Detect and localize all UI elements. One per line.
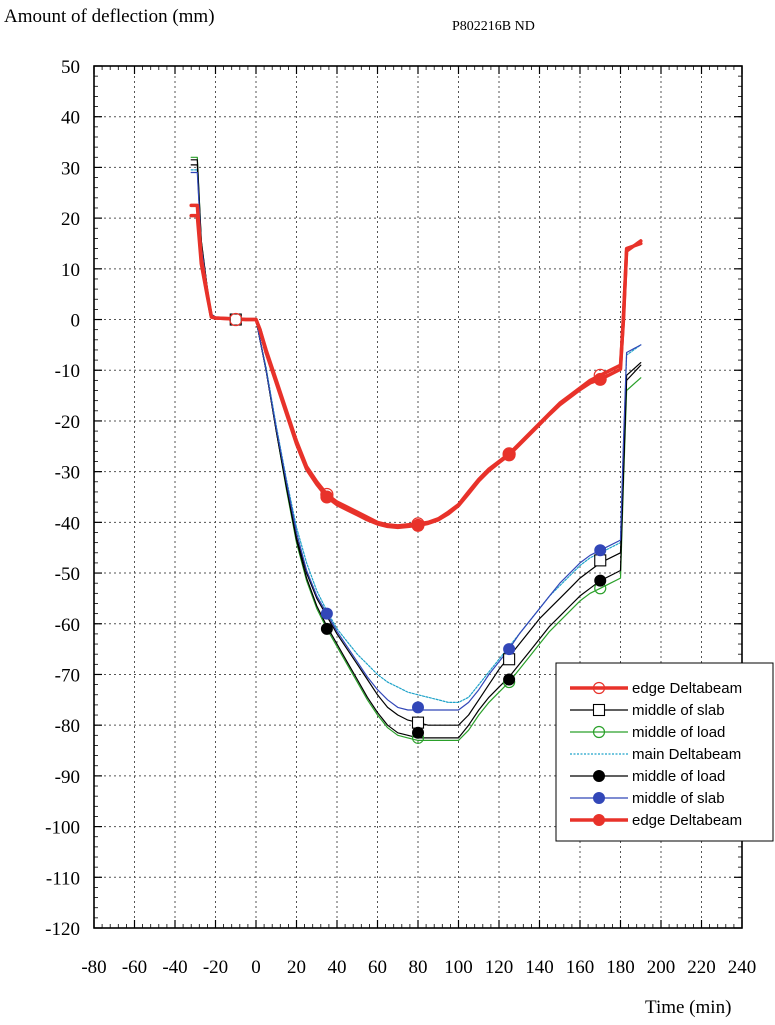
series-5-marker [412, 701, 424, 714]
x-tick-label: 160 [566, 957, 595, 978]
series-0-marker [592, 681, 606, 695]
series-5-marker [594, 544, 607, 557]
series-2-line [190, 156, 642, 742]
x-tick-label: 0 [251, 957, 261, 978]
y-tick-label: -30 [55, 463, 80, 484]
legend-label-5: middle of slab [632, 790, 725, 807]
x-tick-label: 220 [687, 957, 716, 978]
y-axis-title: Amount of deflection (mm) [4, 6, 215, 27]
y-tick-label: -90 [55, 767, 80, 788]
series-6-marker [411, 518, 425, 532]
series-4-marker [594, 574, 607, 587]
x-tick-label: 120 [485, 957, 514, 978]
x-tick-label: 20 [287, 957, 306, 978]
series-4-line [190, 159, 642, 739]
series-1-marker [592, 703, 606, 717]
y-tick-label: 40 [61, 108, 80, 129]
y-tick-labels: 50 40 30 20 10 0 -10 -20 -30 -40 -50 -60 -70 -80 -90 -1… [45, 57, 80, 940]
y-tick-label: 30 [61, 158, 80, 179]
series-6-marker [320, 490, 334, 504]
series-2-marker [592, 725, 606, 739]
x-axis-title: Time (min) [645, 997, 731, 1018]
series-6-marker [502, 448, 516, 462]
legend-box [555, 662, 774, 842]
series-6-marker [593, 372, 607, 386]
y-tick-label: -80 [55, 716, 80, 737]
series-0-line [189, 203, 643, 528]
y-tick-label: 50 [61, 57, 80, 78]
legend-label-0: edge Deltabeam [632, 680, 742, 697]
x-tick-label: -80 [81, 957, 106, 978]
x-tick-label: 240 [728, 957, 757, 978]
y-tick-label: -40 [55, 513, 80, 534]
y-tick-label: -70 [55, 665, 80, 686]
series-5-marker [593, 792, 605, 804]
legend-label-1: middle of slab [632, 702, 725, 719]
legend-label-2: middle of load [632, 724, 725, 741]
legend-label-6: edge Deltabeam [632, 812, 742, 829]
x-tick-label: 40 [328, 957, 347, 978]
series-4-marker [412, 726, 424, 739]
series-6-marker [593, 814, 605, 826]
y-tick-label: -100 [45, 818, 80, 839]
y-tick-label: 10 [61, 260, 80, 281]
series-lines [189, 156, 643, 742]
series-5-marker [503, 643, 516, 656]
legend-label-3: main Deltabeam [632, 746, 741, 763]
series-6-line [189, 213, 643, 530]
series-4-marker [320, 622, 333, 635]
x-tick-label: 60 [368, 957, 387, 978]
y-tick-label: 20 [61, 209, 80, 230]
y-tick-label: -50 [55, 564, 80, 585]
x-tick-label: 180 [606, 957, 635, 978]
x-tick-label: -20 [203, 957, 228, 978]
series-0-marker [229, 312, 243, 327]
x-tick-label: -60 [122, 957, 147, 978]
series-1-marker [503, 653, 516, 666]
x-tick-label: 80 [409, 957, 428, 978]
legend: edge Deltabeam middle of slab middle of lo… [555, 662, 774, 842]
series-1-marker [594, 554, 607, 567]
series-3-line [190, 169, 642, 704]
y-tick-label: -10 [55, 361, 80, 382]
series-5-marker [320, 607, 333, 620]
series-4-marker [593, 770, 605, 782]
x-tick-label: 140 [525, 957, 554, 978]
x-tick-label: 200 [647, 957, 676, 978]
x-tick-labels: -80 -60 -40 -20 0 20 40 60 80 100 120 140 160 180 200 2… [81, 957, 756, 978]
legend-label-4: middle of load [632, 768, 725, 785]
y-tick-label: 0 [71, 311, 81, 332]
chart-title: P802216B ND [452, 19, 535, 34]
series-4-marker [503, 673, 516, 686]
y-tick-label: -20 [55, 412, 80, 433]
y-tick-label: -110 [46, 868, 80, 889]
series-5-line [190, 171, 642, 711]
x-tick-label: -40 [162, 957, 187, 978]
y-tick-label: -60 [55, 615, 80, 636]
y-tick-label: -120 [45, 919, 80, 940]
series-1-line [190, 164, 642, 726]
x-tick-label: 100 [444, 957, 473, 978]
series-1-marker [411, 716, 425, 729]
series-markers [229, 312, 607, 744]
